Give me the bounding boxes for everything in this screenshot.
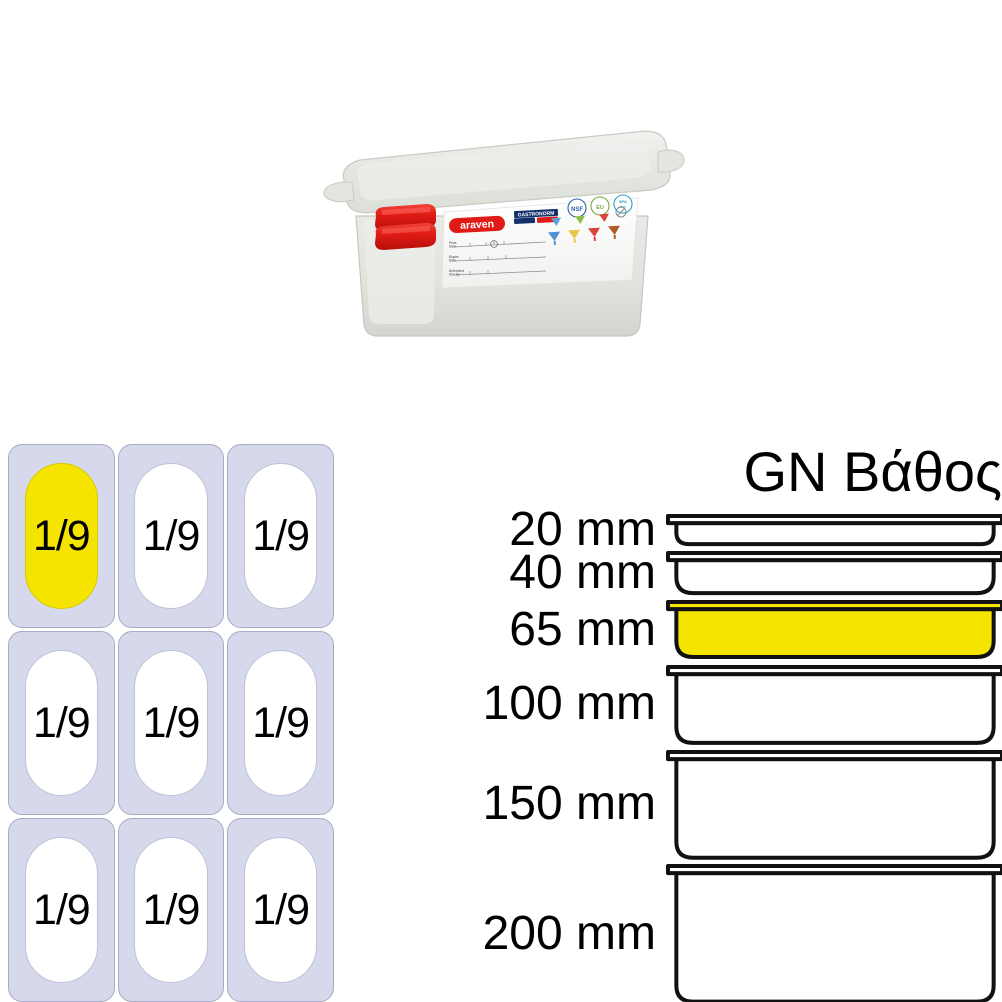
- gn-size-cell: 1/9: [227, 631, 334, 815]
- depth-row: 150 mm: [440, 752, 1002, 858]
- depth-row-label: 40 mm: [509, 546, 656, 600]
- gn-size-cell: 1/9: [8, 444, 115, 628]
- svg-text:BPA: BPA: [619, 200, 627, 204]
- gn-size-cell: 1/9: [227, 444, 334, 628]
- svg-text:Use by: Use by: [449, 273, 460, 277]
- depth-row: 100 mm: [440, 667, 1002, 743]
- gn-pan-profile: [668, 553, 1002, 593]
- gn-size-cell-label: 1/9: [252, 698, 310, 747]
- red-clip-icon: [375, 204, 436, 250]
- gn-size-cell-label: 1/9: [252, 885, 310, 934]
- gn-size-cell-body: 1/9: [24, 463, 98, 609]
- gastronorm-tag: GASTRONORM: [513, 208, 559, 224]
- gn-size-cell-label: 1/9: [142, 698, 201, 747]
- depth-row-list: 20 mm 40 mm 65 mm 100 mm 150 mm 200 mm: [440, 506, 1002, 1002]
- gn-size-cell: 1/9: [8, 818, 115, 1002]
- gn-size-cell: 1/9: [117, 444, 225, 628]
- gn-size-cell: 1/9: [8, 631, 115, 815]
- depth-row-label: 150 mm: [482, 777, 656, 831]
- depth-row: 65 mm: [440, 602, 1002, 657]
- gn-pan-profile: [668, 866, 1002, 1002]
- gn-size-cell-body: 1/9: [134, 837, 208, 983]
- depth-row: 40 mm: [440, 549, 1002, 597]
- depth-row-label: 200 mm: [482, 907, 656, 961]
- gn-size-cell-body: 1/9: [24, 837, 98, 983]
- gn-depth-chart: GN Βάθος 20 mm 40 mm 65 mm 100 mm 150 mm 200 …: [440, 444, 1002, 1002]
- araven-logo: araven: [449, 215, 505, 234]
- depth-row-label: 20 mm: [509, 503, 656, 557]
- svg-text:Date: Date: [449, 245, 456, 249]
- depth-row: 20 mm: [440, 506, 1002, 554]
- gn-pan-profile: [668, 602, 1002, 657]
- svg-text:Date: Date: [449, 259, 456, 263]
- gn-size-cell-body: 1/9: [24, 650, 98, 796]
- svg-text:araven: araven: [460, 218, 494, 232]
- svg-text:EU: EU: [596, 205, 604, 211]
- gn-size-cell-label: 1/9: [32, 885, 91, 934]
- depth-row-label: 100 mm: [482, 677, 656, 731]
- product-info-label: araven GASTRONORM NSF EU BPA free: [441, 194, 639, 289]
- gn-size-cell: 1/9: [117, 631, 225, 815]
- gn-size-cell-body: 1/9: [134, 463, 208, 609]
- gn-size-cell-body: 1/9: [244, 837, 318, 983]
- food-type-icons: [548, 206, 627, 246]
- gn-size-cell: 1/9: [117, 818, 225, 1002]
- gn-size-cell: 1/9: [227, 818, 334, 1002]
- svg-text:Defrosted: Defrosted: [449, 269, 464, 273]
- gn-pan-profile: [668, 752, 1002, 858]
- label-write-on-lines: [453, 240, 547, 276]
- gn-size-cell-label: 1/9: [252, 511, 310, 560]
- svg-text:Expire: Expire: [449, 255, 459, 259]
- depth-row: 200 mm: [440, 866, 1002, 1002]
- gn-pan-profile: [668, 667, 1002, 743]
- gn-size-grid: 1/9 1/9 1/9 1/9 1/9 1/9 1/9 1/9 1/9: [8, 444, 334, 1002]
- product-photo: araven GASTRONORM NSF EU BPA free: [318, 120, 686, 345]
- container-lid: [323, 130, 685, 214]
- gn-size-cell-body: 1/9: [244, 650, 318, 796]
- depth-row-label: 65 mm: [509, 602, 656, 656]
- depth-chart-title: GN Βάθος: [743, 440, 1002, 503]
- gn-size-cell-label: 1/9: [142, 885, 201, 934]
- gn-size-cell-label: 1/9: [142, 511, 201, 560]
- svg-text:Prod.: Prod.: [449, 241, 457, 245]
- gn-size-cell-label: 1/9: [32, 698, 91, 747]
- gn-pan-profile: [668, 516, 1002, 544]
- gn-size-cell-body: 1/9: [244, 463, 318, 609]
- svg-text:NSF: NSF: [571, 207, 583, 213]
- svg-text:GASTRONORM: GASTRONORM: [518, 211, 555, 219]
- gn-size-cell-body: 1/9: [134, 650, 208, 796]
- gn-size-cell-label: 1/9: [32, 511, 91, 560]
